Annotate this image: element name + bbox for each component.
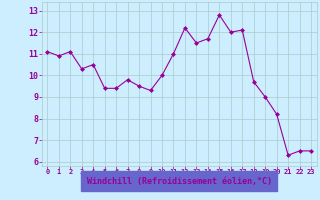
X-axis label: Windchill (Refroidissement éolien,°C): Windchill (Refroidissement éolien,°C) — [87, 177, 272, 186]
